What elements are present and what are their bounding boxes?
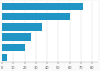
Bar xyxy=(2,23,41,31)
Bar xyxy=(2,33,31,41)
Bar xyxy=(2,13,70,20)
Bar xyxy=(2,54,6,61)
Bar xyxy=(2,44,25,51)
Bar xyxy=(2,3,83,10)
